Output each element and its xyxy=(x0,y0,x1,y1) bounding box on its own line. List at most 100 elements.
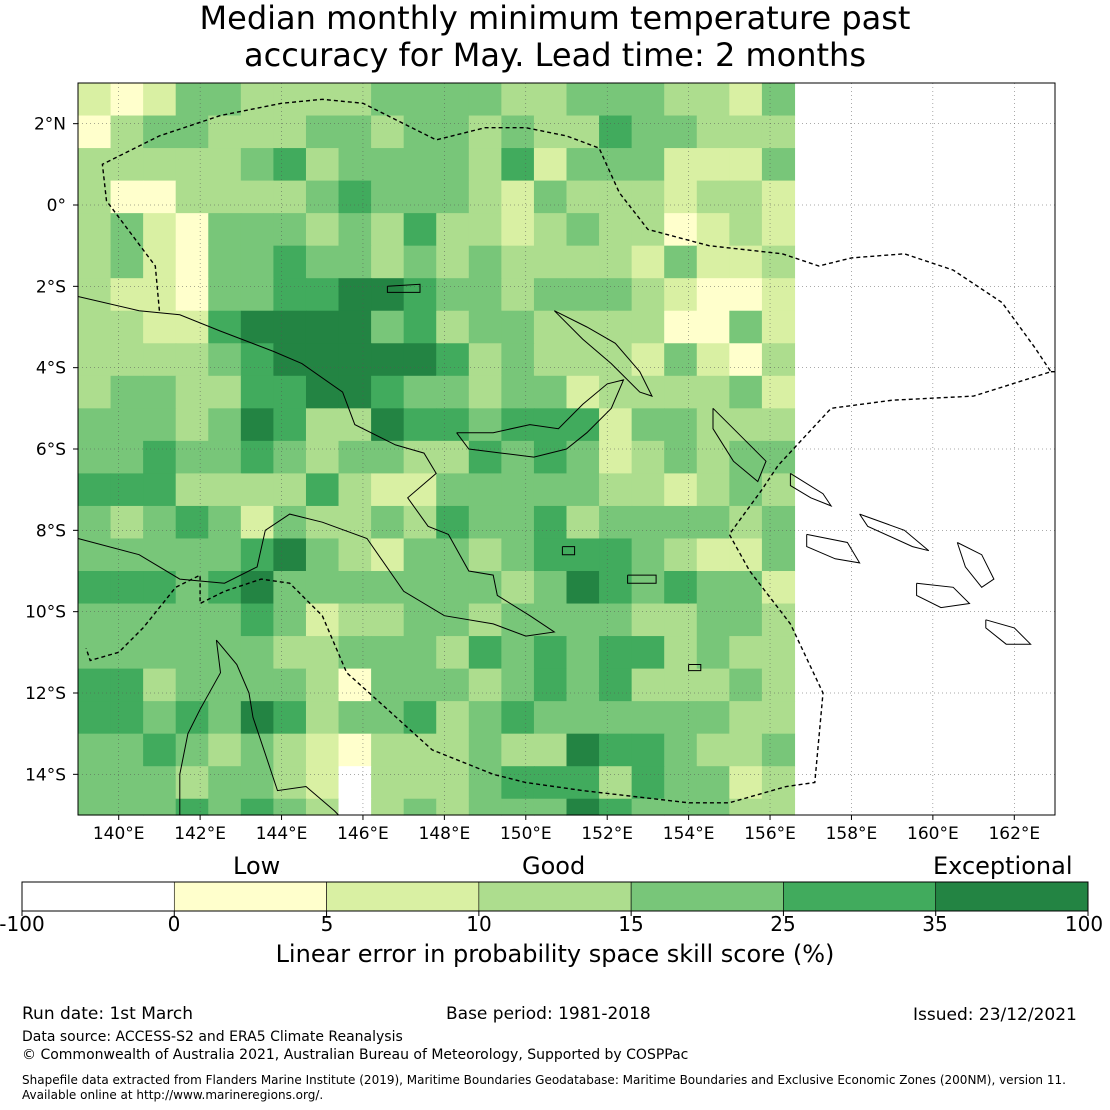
heatmap-cell xyxy=(208,278,242,312)
heatmap-cell xyxy=(501,538,535,572)
heatmap-cell xyxy=(436,148,470,182)
heatmap-cell xyxy=(273,440,307,474)
y-tick-label: 12°S xyxy=(25,684,66,704)
heatmap-cell xyxy=(566,245,600,279)
heatmap-cell xyxy=(175,245,209,279)
heatmap-cell xyxy=(729,343,763,377)
heatmap-cell xyxy=(696,278,730,312)
heatmap-cell xyxy=(761,733,796,767)
heatmap-cell xyxy=(305,798,340,816)
heatmap-cell xyxy=(338,636,372,670)
heatmap-cell xyxy=(78,668,112,702)
heatmap-cell xyxy=(761,798,796,816)
coastline xyxy=(916,582,971,609)
heatmap-cell xyxy=(175,83,209,117)
x-tick-label: 154°E xyxy=(663,824,715,844)
heatmap-cell xyxy=(143,375,177,409)
heatmap-cell xyxy=(501,83,535,117)
heatmap-cell xyxy=(240,668,274,702)
heatmap-cell xyxy=(208,180,242,214)
heatmap-cell xyxy=(468,701,502,735)
colorbar-segment xyxy=(326,881,480,912)
heatmap-cell xyxy=(501,733,535,767)
heatmap-cell xyxy=(436,701,470,735)
colorbar-frame xyxy=(21,881,1089,912)
heatmap-cell xyxy=(240,83,274,117)
heatmap-cell xyxy=(403,473,437,507)
heatmap-cell xyxy=(664,701,698,735)
heatmap-cell xyxy=(696,115,730,149)
heatmap-cell xyxy=(599,668,633,702)
heatmap-cell xyxy=(175,343,209,377)
heatmap-cell xyxy=(403,603,437,637)
heatmap-cell xyxy=(436,668,470,702)
copyright: © Commonwealth of Australia 2021, Austra… xyxy=(22,1047,689,1063)
heatmap-cell xyxy=(110,375,144,409)
heatmap-cell xyxy=(501,603,535,637)
heatmap-cell xyxy=(761,701,796,735)
heatmap-cell xyxy=(305,603,340,637)
heatmap-cell xyxy=(371,245,405,279)
coastline xyxy=(985,619,1032,645)
heatmap-cell xyxy=(729,798,763,816)
heatmap-cell xyxy=(338,733,372,767)
heatmap-cell xyxy=(696,636,730,670)
heatmap-cell xyxy=(110,538,144,572)
heatmap-cell xyxy=(371,538,405,572)
heatmap-cell xyxy=(696,701,730,735)
heatmap-cell xyxy=(436,505,470,540)
heatmap-cell xyxy=(664,180,698,214)
heatmap-cell xyxy=(371,440,405,474)
heatmap-cell xyxy=(533,766,568,800)
heatmap-cell xyxy=(175,538,209,572)
heatmap-cell xyxy=(599,733,633,767)
heatmap-cell xyxy=(436,571,470,605)
heatmap-cell xyxy=(664,408,698,442)
heatmap-cell xyxy=(664,733,698,767)
heatmap-cell xyxy=(599,278,633,312)
heatmap-cell xyxy=(273,310,307,344)
heatmap-cell xyxy=(631,375,665,409)
heatmap-cell xyxy=(468,668,502,702)
heatmap-cell xyxy=(696,310,730,344)
heatmap-cell xyxy=(371,115,405,149)
heatmap-cell xyxy=(338,701,372,735)
heatmap-cell xyxy=(273,798,307,816)
heatmap-cell xyxy=(143,408,177,442)
heatmap-cell xyxy=(110,766,144,800)
heatmap-cell xyxy=(729,180,763,214)
x-tick-label: 148°E xyxy=(419,824,471,844)
heatmap-cell xyxy=(501,115,535,149)
heatmap-cell xyxy=(729,505,763,540)
heatmap-cell xyxy=(533,505,568,540)
x-tick-label: 162°E xyxy=(988,824,1040,844)
base-period: Base period: 1981-2018 xyxy=(446,1004,651,1024)
heatmap-cell xyxy=(338,148,372,182)
heatmap-cell xyxy=(631,571,665,605)
heatmap-cell xyxy=(533,310,568,344)
heatmap-cell xyxy=(599,798,633,816)
heatmap-cell xyxy=(240,571,274,605)
heatmap-cell xyxy=(631,440,665,474)
heatmap-cell xyxy=(468,636,502,670)
heatmap-cell xyxy=(761,180,796,214)
heatmap-cell xyxy=(273,733,307,767)
heatmap-cell xyxy=(403,245,437,279)
heatmap-cell xyxy=(436,213,470,247)
heatmap-cell xyxy=(305,213,340,247)
heatmap-cell xyxy=(110,115,144,149)
heatmap-cell xyxy=(143,766,177,800)
heatmap-cell xyxy=(599,180,633,214)
heatmap-cell xyxy=(78,571,112,605)
heatmap-cell xyxy=(78,278,112,312)
heatmap-cell xyxy=(761,571,796,605)
heatmap-cell xyxy=(566,798,600,816)
heatmap-cell xyxy=(696,571,730,605)
heatmap-cell xyxy=(729,148,763,182)
heatmap-cell xyxy=(208,245,242,279)
heatmap-cell xyxy=(631,668,665,702)
coastline xyxy=(806,533,861,564)
x-tick-label: 152°E xyxy=(581,824,633,844)
heatmap-cell xyxy=(599,115,633,149)
heatmap-cell xyxy=(631,701,665,735)
